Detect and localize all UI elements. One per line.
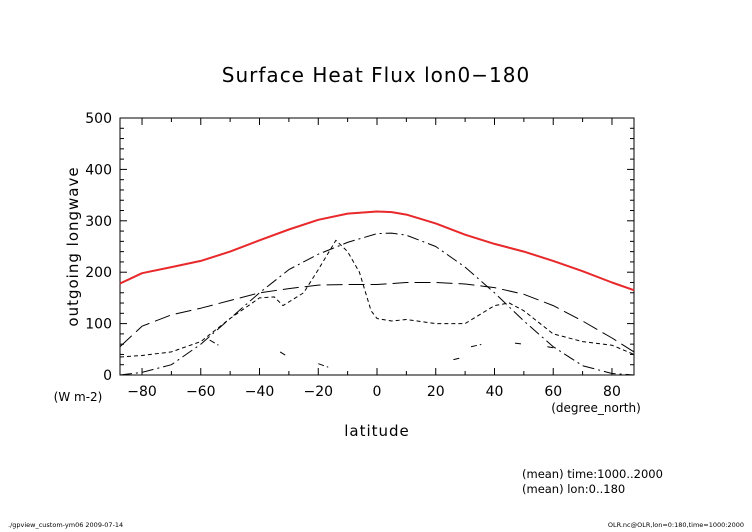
footer-left: ./gpview_custom-ym06 2009-07-14: [8, 521, 123, 529]
series-line-5: [547, 346, 557, 349]
tick-labels: −80 −60 −40 −20 0 20 40 60 80 0 100 200 300 400 500: [85, 111, 621, 400]
x-tick-label: −20: [303, 384, 333, 400]
y-tick-label: 0: [103, 368, 112, 384]
y-axis-units: (W m-2): [54, 390, 103, 404]
x-tick-label: −60: [186, 384, 216, 400]
x-tick-label: 20: [427, 384, 445, 400]
series-line-5: [453, 357, 463, 361]
x-tick-label: 40: [486, 384, 504, 400]
series-line-2: [119, 282, 635, 353]
y-tick-label: 300: [85, 214, 112, 230]
y-axis-label: outgoing longwave: [64, 166, 82, 326]
note-time: (mean) time:1000..2000: [522, 467, 663, 481]
note-lon: (mean) lon:0..180: [522, 482, 625, 496]
series-line-5: [470, 343, 483, 348]
y-tick-label: 500: [85, 111, 112, 127]
series-line-5: [514, 342, 524, 345]
series-layer: [119, 210, 635, 376]
footer-right: OLR.nc@OLR,lon=0:180,time=1000:2000: [608, 521, 744, 529]
chart-title: Surface Heat Flux lon0−180: [222, 63, 530, 87]
y-tick-label: 200: [85, 265, 112, 281]
plot-frame: [119, 117, 635, 376]
x-tick-label: −40: [245, 384, 275, 400]
y-tick-label: 400: [85, 162, 112, 178]
series-line-1: [119, 210, 635, 292]
x-axis-label: latitude: [344, 422, 410, 440]
x-tick-label: 0: [373, 384, 382, 400]
series-line-4: [119, 239, 635, 358]
series-line-3: [119, 232, 635, 376]
x-tick-label: 60: [544, 384, 562, 400]
x-tick-label: 80: [603, 384, 621, 400]
series-line-5: [279, 351, 287, 356]
y-tick-label: 100: [85, 317, 112, 333]
x-tick-label: −80: [127, 384, 157, 400]
series-line-5: [209, 339, 219, 346]
x-axis-units: (degree_north): [551, 401, 641, 415]
series-line-5: [318, 363, 331, 369]
axis-ticks: [120, 117, 634, 376]
